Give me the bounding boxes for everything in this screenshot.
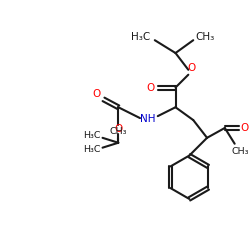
Text: CH₃: CH₃	[110, 128, 127, 136]
Text: CH₃: CH₃	[196, 32, 215, 42]
Text: NH: NH	[140, 114, 156, 124]
Text: O: O	[92, 90, 101, 100]
Text: H₃C: H₃C	[131, 32, 150, 42]
Text: H₃C: H₃C	[83, 145, 100, 154]
Text: O: O	[187, 63, 196, 73]
Text: O: O	[114, 124, 122, 134]
Text: H₃C: H₃C	[83, 131, 100, 140]
Text: O: O	[240, 123, 249, 133]
Text: CH₃: CH₃	[232, 147, 249, 156]
Text: O: O	[147, 82, 155, 92]
